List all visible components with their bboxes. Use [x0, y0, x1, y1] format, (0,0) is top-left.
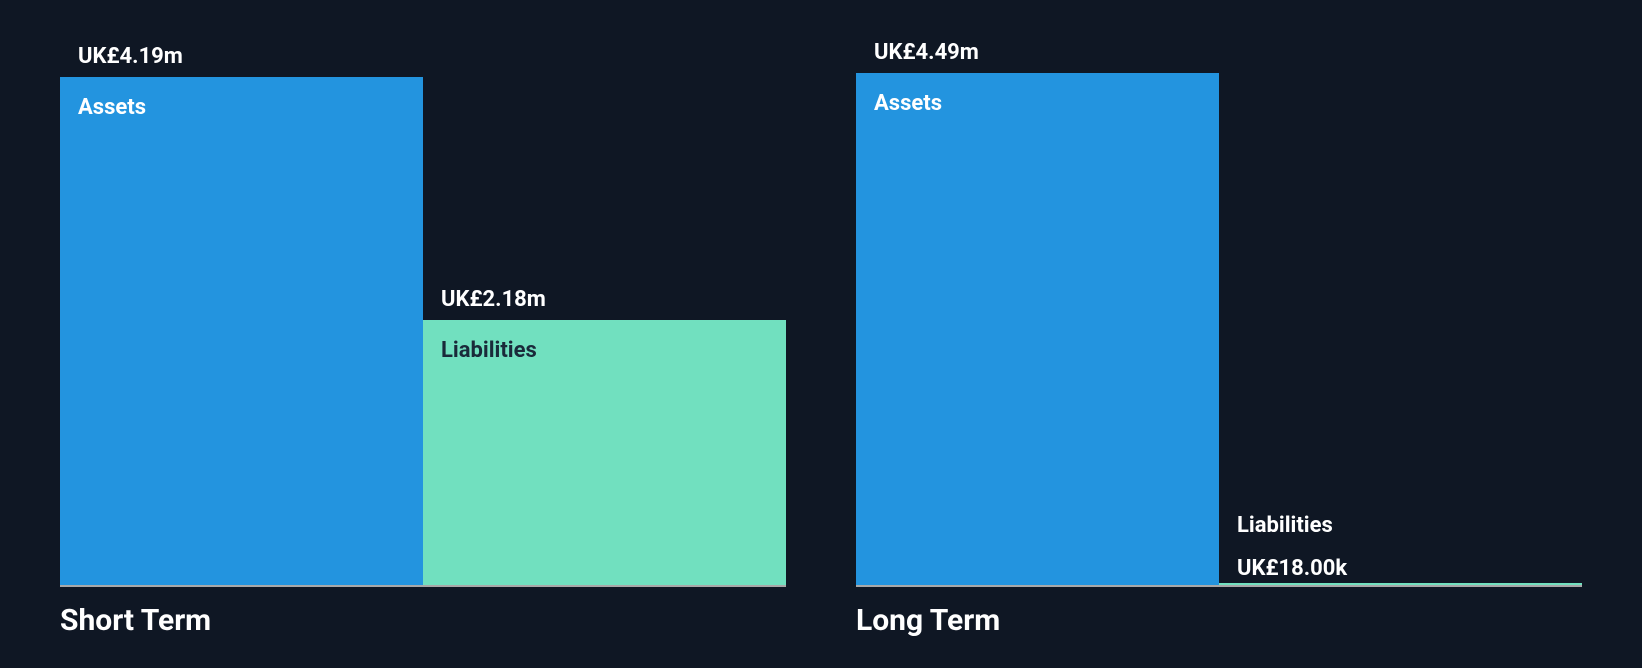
bar-name-short-assets: Assets: [78, 95, 146, 120]
chart-title-long-term: Long Term: [856, 603, 1582, 638]
bar-name-long-liabilities: Liabilities: [1237, 513, 1347, 538]
chart-group-short-term: UK£4.19m Assets UK£2.18m Liabilities Sho…: [60, 40, 786, 638]
bar-value-long-assets: UK£4.49m: [856, 40, 1219, 65]
bar-value-short-liabilities: UK£2.18m: [423, 287, 786, 312]
bar-name-short-liabilities: Liabilities: [441, 338, 537, 363]
bar-name-long-assets: Assets: [874, 91, 942, 116]
bar-wrapper-short-liabilities: UK£2.18m Liabilities: [423, 40, 786, 585]
bar-wrapper-long-assets: UK£4.49m Assets: [856, 40, 1219, 585]
chart-group-long-term: UK£4.49m Assets Liabilities UK£18.00k Lo…: [856, 40, 1582, 638]
bar-wrapper-short-assets: UK£4.19m Assets: [60, 40, 423, 585]
bar-short-assets: Assets: [60, 77, 423, 585]
bar-value-short-assets: UK£4.19m: [60, 44, 423, 69]
bar-wrapper-long-liabilities: Liabilities UK£18.00k: [1219, 40, 1582, 585]
bar-value-long-liabilities: UK£18.00k: [1237, 556, 1347, 581]
charts-container: UK£4.19m Assets UK£2.18m Liabilities Sho…: [0, 0, 1642, 668]
chart-title-short-term: Short Term: [60, 603, 786, 638]
bar-short-liabilities: Liabilities: [423, 320, 786, 585]
bar-long-assets: Assets: [856, 73, 1219, 585]
tiny-bar-labels-long-liabilities: Liabilities UK£18.00k: [1237, 513, 1347, 581]
bar-long-liabilities: [1219, 583, 1582, 585]
chart-area-long-term: UK£4.49m Assets Liabilities UK£18.00k: [856, 40, 1582, 587]
chart-area-short-term: UK£4.19m Assets UK£2.18m Liabilities: [60, 40, 786, 587]
